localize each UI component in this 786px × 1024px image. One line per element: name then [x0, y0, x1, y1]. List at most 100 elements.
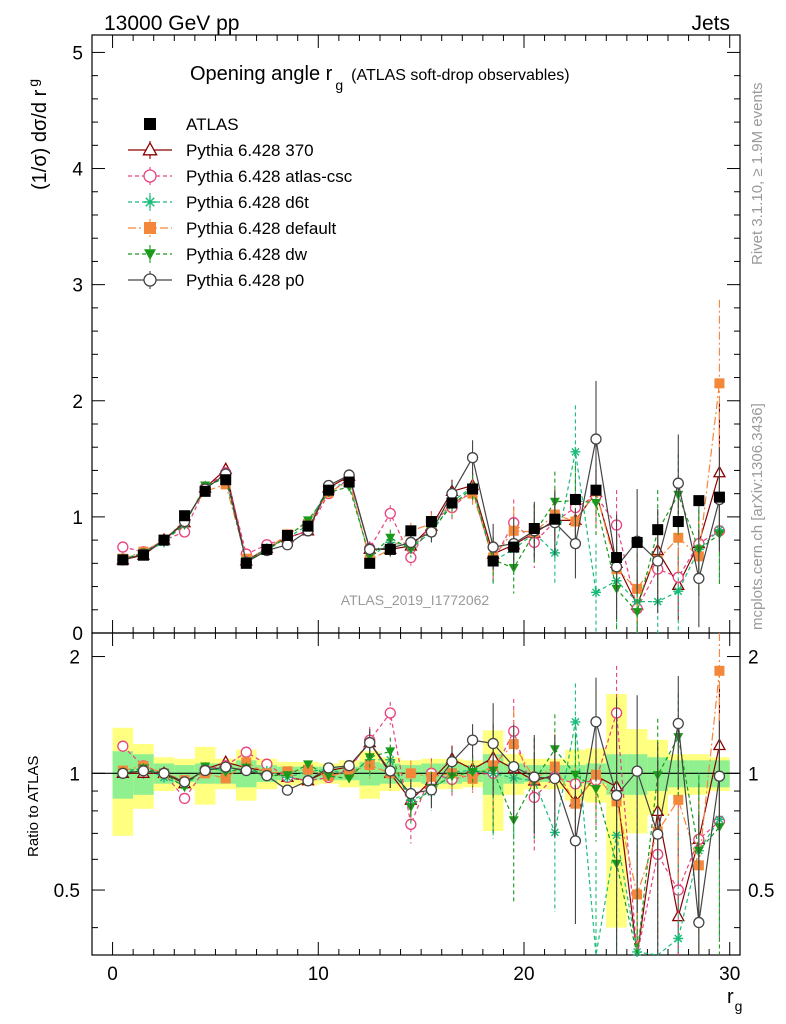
- data-point: [570, 716, 581, 727]
- ratio-tick-label-right: 0.5: [748, 881, 774, 902]
- legend-label: Pythia 6.428 370: [186, 141, 314, 160]
- atlas-data-point: [405, 525, 417, 537]
- data-point: [673, 794, 684, 805]
- atlas-data-point: [672, 516, 684, 528]
- chart-title-sub: g: [335, 77, 343, 93]
- atlas-data-point: [117, 554, 129, 566]
- x-axis-label: rg: [727, 986, 742, 1014]
- atlas-data-point: [220, 474, 232, 486]
- data-point: [570, 770, 581, 780]
- x-axis-label-main: r: [727, 986, 734, 1008]
- atlas-data-point: [281, 529, 293, 541]
- data-point: [652, 828, 664, 840]
- atlas-data-point: [302, 520, 314, 532]
- atlas-data-point: [364, 557, 376, 569]
- data-point: [117, 541, 129, 553]
- atlas-data-point: [261, 543, 273, 555]
- data-point: [144, 118, 156, 130]
- data-point: [323, 772, 334, 782]
- data-point: [344, 767, 355, 778]
- ratio-tick-label-left: 1: [69, 764, 80, 785]
- y-tick-label: 1: [72, 508, 83, 529]
- data-point: [610, 561, 623, 573]
- atlas-data-point: [652, 524, 664, 536]
- legend-label: Pythia 6.428 p0: [186, 271, 304, 290]
- data-point: [405, 768, 416, 779]
- data-point: [178, 792, 191, 805]
- data-point: [158, 767, 170, 779]
- data-point: [652, 555, 664, 567]
- atlas-data-point: [631, 536, 643, 548]
- data-point: [117, 740, 129, 752]
- atlas-data-point: [179, 510, 191, 522]
- x-axis-label-sub: g: [735, 998, 743, 1014]
- data-point: [569, 537, 582, 550]
- data-point: [343, 760, 355, 772]
- data-point: [364, 736, 376, 749]
- chart-title-rest: (ATLAS soft-drop observables): [351, 67, 569, 84]
- axis-ticks: 0 10 20 30 0 1 2 3 4 5 0.5 0.5 1 1 2 2: [54, 35, 774, 985]
- data-point: [672, 477, 684, 489]
- data-point: [632, 608, 643, 618]
- ratio-plot-frame: [91, 632, 741, 956]
- data-point: [240, 746, 252, 758]
- atlas-data-point: [487, 555, 499, 567]
- data-point: [487, 737, 499, 750]
- data-point: [322, 762, 335, 774]
- atlas-data-point: [384, 543, 396, 555]
- chart-title-main: Opening angle r: [190, 63, 333, 85]
- x-tick-label: 10: [308, 964, 329, 985]
- atlas-data-point: [549, 513, 561, 525]
- data-point: [466, 734, 479, 746]
- header-right: Jets: [691, 12, 730, 35]
- main-plot-series: [116, 299, 727, 633]
- data-point: [487, 541, 499, 553]
- ratio-tick-label-right: 1: [748, 764, 759, 785]
- analysis-label: ATLAS_2019_I1772062: [341, 592, 490, 608]
- y-tick-label: 5: [72, 43, 83, 64]
- data-point: [385, 747, 396, 757]
- data-point: [261, 769, 273, 782]
- atlas-data-point: [240, 557, 252, 569]
- data-point: [466, 452, 479, 464]
- atlas-data-point: [446, 497, 458, 509]
- legend-label: Pythia 6.428 default: [186, 219, 337, 238]
- atlas-data-point: [611, 552, 623, 564]
- atlas-data-point: [323, 484, 335, 496]
- data-point: [405, 536, 417, 549]
- rivet-side-label: Rivet 3.1.10, ≥ 1.9M events: [749, 83, 766, 266]
- data-point: [467, 767, 478, 777]
- data-point: [673, 586, 684, 597]
- data-point: [672, 717, 684, 730]
- series-line: [122, 383, 721, 590]
- chart-title: Opening angle r g (ATLAS soft-drop observa…: [190, 63, 570, 93]
- data-point: [344, 774, 355, 784]
- data-point: [281, 784, 294, 796]
- y-axis-label: (1/σ) dσ/d r g: [25, 79, 51, 190]
- ratio-plot-series: [116, 633, 727, 957]
- data-point: [405, 787, 417, 800]
- mcplots-side-label: mcplots.cern.ch [arXiv:1306.3436]: [749, 403, 766, 630]
- data-point: [144, 222, 156, 234]
- data-point: [240, 764, 252, 777]
- ratio-y-axis-label: Ratio to ATLAS: [25, 756, 42, 857]
- data-point: [591, 587, 601, 598]
- data-point: [220, 761, 232, 773]
- data-point: [144, 249, 156, 260]
- x-tick-label: 0: [107, 964, 118, 985]
- atlas-data-point: [199, 485, 211, 497]
- legend: ATLAS Pythia 6.428 370 Pythia 6.428 atlas-…: [128, 115, 353, 290]
- x-tick-label: 30: [719, 964, 740, 985]
- data-point: [569, 835, 582, 847]
- data-point: [714, 378, 725, 389]
- data-point: [137, 765, 150, 777]
- header-left: 13000 GeV pp: [104, 12, 239, 35]
- y-axis-label-sub: g: [25, 79, 41, 87]
- data-point: [143, 273, 157, 287]
- data-point: [364, 552, 375, 562]
- atlas-data-point: [158, 534, 170, 546]
- series-line: [122, 438, 721, 579]
- data-point: [303, 760, 313, 770]
- atlas-data-point: [590, 484, 602, 496]
